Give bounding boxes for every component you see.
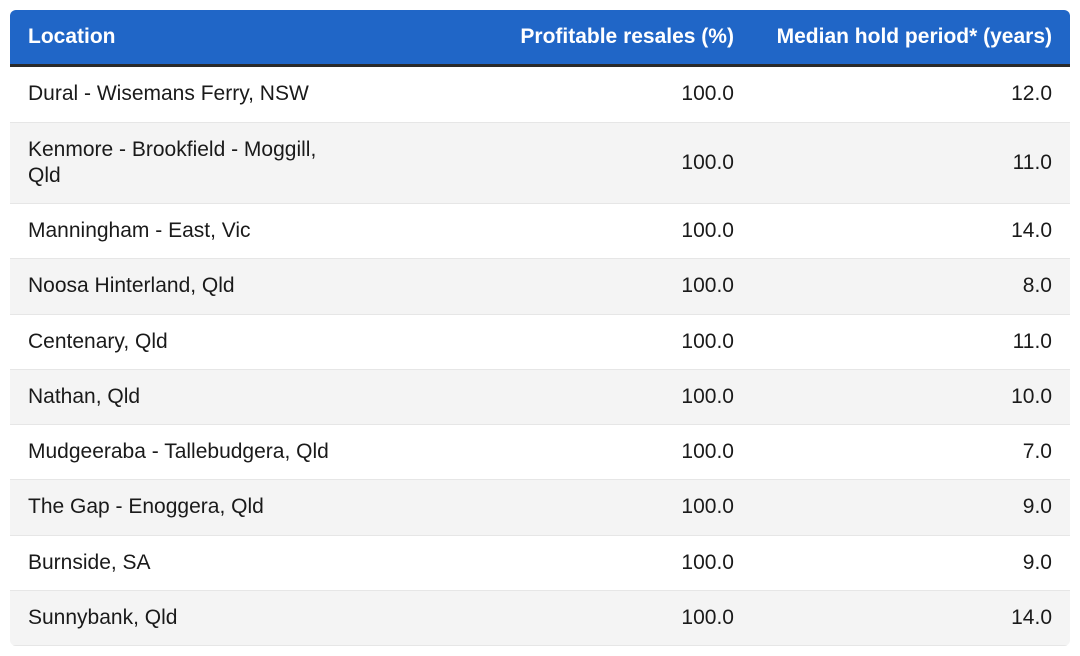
table-row: Manningham - East, Vic 100.0 14.0 bbox=[10, 204, 1070, 259]
cell-location: Burnside, SA bbox=[10, 535, 455, 590]
cell-profitable-resales: 100.0 bbox=[455, 204, 752, 259]
table-row: Mudgeeraba - Tallebudgera, Qld 100.0 7.0 bbox=[10, 425, 1070, 480]
cell-median-hold: 10.0 bbox=[752, 369, 1070, 424]
cell-profitable-resales: 100.0 bbox=[455, 535, 752, 590]
table-row: Centenary, Qld 100.0 11.0 bbox=[10, 314, 1070, 369]
cell-location: Manningham - East, Vic bbox=[10, 204, 455, 259]
cell-location: Kenmore - Brookfield - Moggill, Qld bbox=[10, 122, 455, 204]
cell-median-hold: 12.0 bbox=[752, 66, 1070, 122]
cell-profitable-resales: 100.0 bbox=[455, 259, 752, 314]
table-body: Dural - Wisemans Ferry, NSW 100.0 12.0 K… bbox=[10, 66, 1070, 646]
cell-profitable-resales: 100.0 bbox=[455, 425, 752, 480]
cell-location: Centenary, Qld bbox=[10, 314, 455, 369]
table-row: Kenmore - Brookfield - Moggill, Qld 100.… bbox=[10, 122, 1070, 204]
col-header-median-hold: Median hold period* (years) bbox=[752, 10, 1070, 66]
cell-location: Dural - Wisemans Ferry, NSW bbox=[10, 66, 455, 122]
cell-median-hold: 14.0 bbox=[752, 204, 1070, 259]
cell-profitable-resales: 100.0 bbox=[455, 122, 752, 204]
table-row: Sunnybank, Qld 100.0 14.0 bbox=[10, 590, 1070, 645]
cell-median-hold: 9.0 bbox=[752, 480, 1070, 535]
cell-profitable-resales: 100.0 bbox=[455, 314, 752, 369]
cell-location: Mudgeeraba - Tallebudgera, Qld bbox=[10, 425, 455, 480]
cell-profitable-resales: 100.0 bbox=[455, 480, 752, 535]
col-header-profitable-resales: Profitable resales (%) bbox=[455, 10, 752, 66]
cell-profitable-resales: 100.0 bbox=[455, 369, 752, 424]
cell-median-hold: 11.0 bbox=[752, 122, 1070, 204]
cell-median-hold: 7.0 bbox=[752, 425, 1070, 480]
cell-location: The Gap - Enoggera, Qld bbox=[10, 480, 455, 535]
table-row: Nathan, Qld 100.0 10.0 bbox=[10, 369, 1070, 424]
resales-table-container: Location Profitable resales (%) Median h… bbox=[10, 10, 1070, 646]
col-header-location: Location bbox=[10, 10, 455, 66]
table-row: The Gap - Enoggera, Qld 100.0 9.0 bbox=[10, 480, 1070, 535]
table-header-row: Location Profitable resales (%) Median h… bbox=[10, 10, 1070, 66]
cell-median-hold: 11.0 bbox=[752, 314, 1070, 369]
table-row: Burnside, SA 100.0 9.0 bbox=[10, 535, 1070, 590]
cell-median-hold: 14.0 bbox=[752, 590, 1070, 645]
cell-median-hold: 9.0 bbox=[752, 535, 1070, 590]
cell-location: Sunnybank, Qld bbox=[10, 590, 455, 645]
cell-location: Noosa Hinterland, Qld bbox=[10, 259, 455, 314]
table-row: Dural - Wisemans Ferry, NSW 100.0 12.0 bbox=[10, 66, 1070, 122]
cell-profitable-resales: 100.0 bbox=[455, 590, 752, 645]
cell-median-hold: 8.0 bbox=[752, 259, 1070, 314]
cell-profitable-resales: 100.0 bbox=[455, 66, 752, 122]
resales-table: Location Profitable resales (%) Median h… bbox=[10, 10, 1070, 646]
table-row: Noosa Hinterland, Qld 100.0 8.0 bbox=[10, 259, 1070, 314]
cell-location: Nathan, Qld bbox=[10, 369, 455, 424]
